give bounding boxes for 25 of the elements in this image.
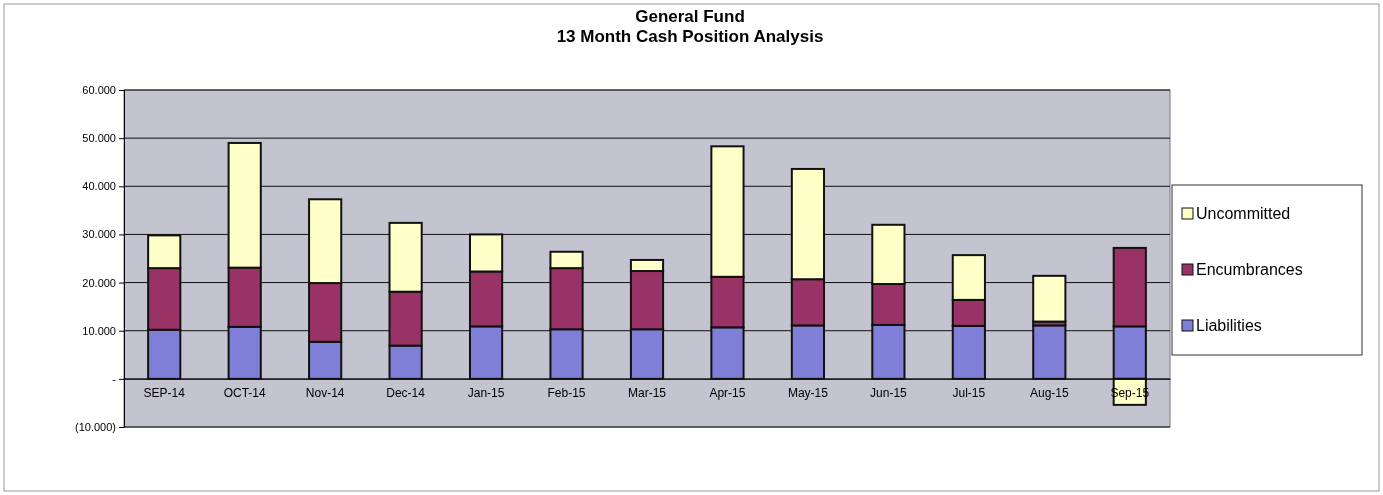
x-tick-label: Apr-15	[709, 386, 746, 401]
x-tick-label: OCT-14	[223, 386, 267, 401]
y-tick-label: 50.000	[82, 132, 116, 145]
legend-label: Encumbrances	[1196, 261, 1303, 278]
x-tick-label: May-15	[787, 386, 829, 401]
y-tick-label: 30.000	[82, 228, 116, 241]
x-tick-label: Jan-15	[467, 386, 505, 401]
x-tick-label: Mar-15	[627, 386, 667, 401]
x-tick-label: Jun-15	[870, 386, 908, 401]
x-tick-label: Nov-14	[305, 386, 345, 401]
x-tick-label: Jul-15	[952, 386, 986, 401]
chart-title: General Fund	[635, 7, 745, 26]
y-tick-label: 60.000	[82, 84, 116, 97]
y-tick-label: 20.000	[82, 276, 116, 289]
legend-label: Uncommitted	[1196, 205, 1291, 222]
x-tick-label: Aug-15	[1029, 386, 1069, 401]
y-tick-label: 40.000	[82, 180, 116, 193]
x-tick-label: Dec-14	[386, 386, 426, 401]
legend-label: Liabilities	[1196, 317, 1262, 334]
y-tick-label: -	[112, 372, 117, 385]
chart-subtitle: 13 Month Cash Position Analysis	[556, 27, 824, 46]
y-tick-label: 10.000	[82, 324, 116, 337]
x-tick-label: Feb-15	[547, 386, 586, 401]
x-tick-label: SEP-14	[143, 386, 186, 401]
y-tick-label: (10.000)	[75, 421, 116, 434]
